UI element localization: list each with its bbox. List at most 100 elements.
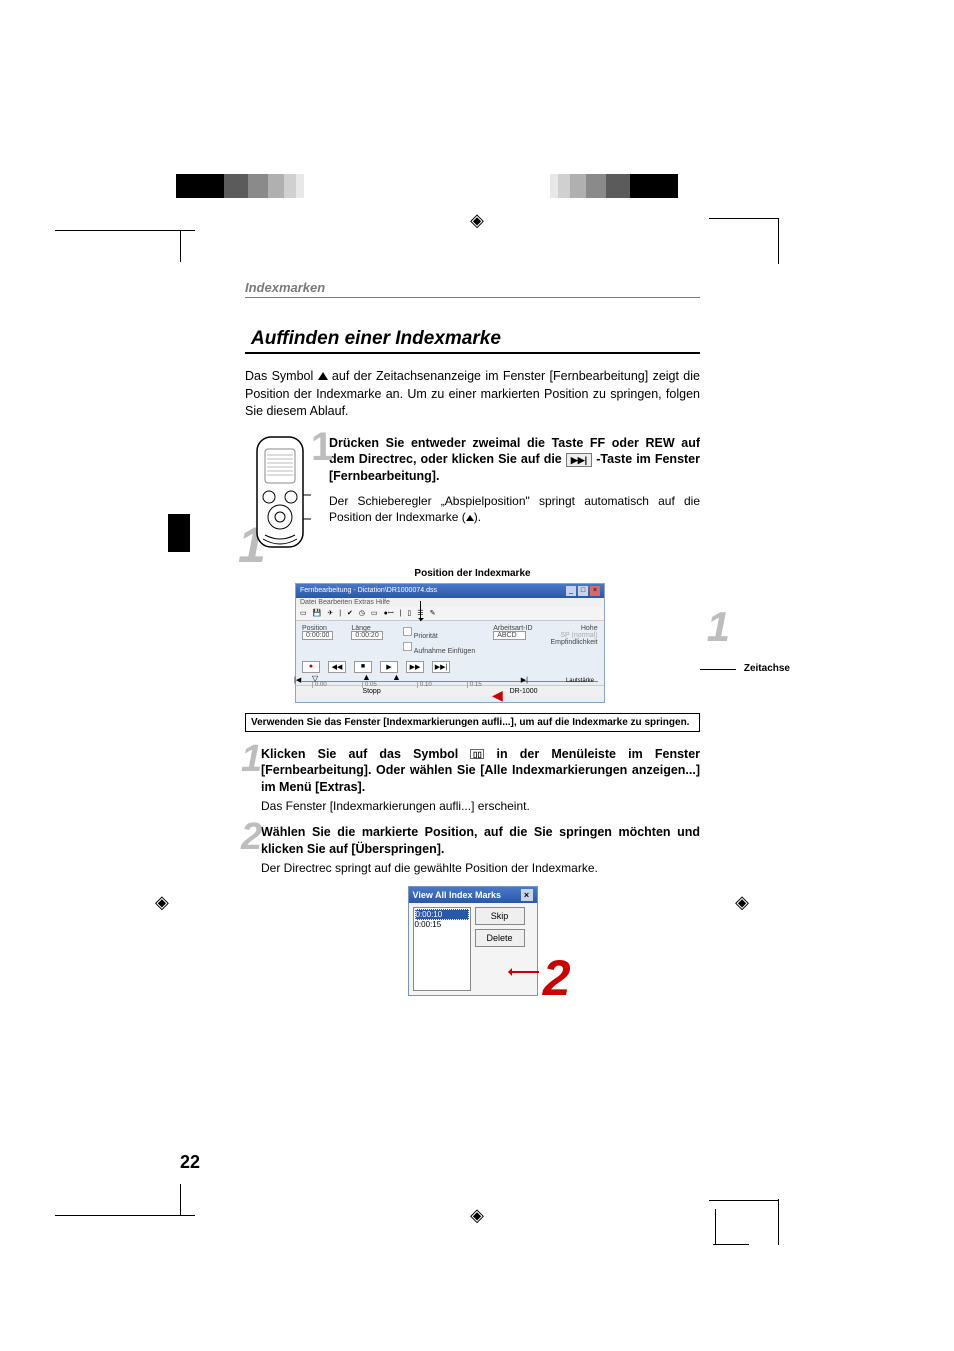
- crop-mark-icon: [709, 218, 779, 219]
- window-title: Fernbearbeitung - Dictation\DR1000074.ds…: [300, 587, 437, 594]
- index-marks-list[interactable]: 0:00:10 0:00:15: [413, 907, 471, 991]
- printer-square: [654, 174, 678, 198]
- crop-mark-icon: [715, 1209, 716, 1245]
- save-icon[interactable]: 💾: [313, 609, 322, 617]
- timeline-callout-label: Zeitachse: [744, 663, 790, 674]
- list-item[interactable]: 0:00:15: [415, 920, 469, 929]
- check-icon[interactable]: ✔: [347, 609, 353, 617]
- dialog-body: 0:00:10 0:00:15 Skip Delete: [409, 903, 537, 995]
- window-body: Position0:00:00 Länge0:00:20 PrioritätAu…: [296, 621, 604, 685]
- registration-mark-right-icon: ◈: [735, 892, 749, 913]
- timeline-start-icon[interactable]: |◀: [294, 676, 301, 684]
- intro-text: Das Symbol auf der Zeitachsenanzeige im …: [245, 368, 700, 421]
- next-track-button-icon: ▶▶|: [566, 453, 592, 467]
- index-marker-icon: ▲: [392, 672, 401, 682]
- card-icon[interactable]: ▭: [371, 609, 378, 617]
- insert-checkbox[interactable]: [403, 641, 412, 650]
- callout-line: [700, 669, 736, 670]
- rewind-button[interactable]: ◀◀: [328, 661, 346, 673]
- index-book-icon: ▯▯: [470, 749, 484, 759]
- printer-square: [606, 174, 630, 198]
- index-marker-icon: ▲: [362, 672, 371, 682]
- printer-square: [586, 174, 606, 198]
- val-worktype[interactable]: ABCD: [493, 631, 525, 640]
- t: ).: [474, 510, 481, 524]
- screenshot-1-wrap: Fernbearbeitung - Dictation\DR1000074.ds…: [245, 583, 700, 703]
- t: Der Schieberegler „Abspielposition" spri…: [329, 494, 700, 524]
- step-1-row: 1 Drücken Sie entweder zweimal die Taste…: [245, 435, 700, 560]
- registration-mark-bottom-icon: ◈: [470, 1205, 484, 1226]
- printer-square: [570, 174, 586, 198]
- rew-key-label: REW: [645, 436, 674, 450]
- page-number: 22: [180, 1152, 200, 1173]
- record-button[interactable]: ●: [302, 661, 320, 673]
- dialog-title-text: View All Index Marks: [413, 890, 502, 900]
- tool-icon[interactable]: ✎: [430, 609, 436, 617]
- crop-mark-icon: [180, 1184, 181, 1216]
- printer-square: [176, 174, 200, 198]
- lbl-insert: Aufnahme Einfügen: [414, 648, 476, 655]
- crop-mark-icon: [778, 218, 779, 264]
- remote-edit-window-screenshot: Fernbearbeitung - Dictation\DR1000074.ds…: [295, 583, 605, 703]
- volume-label: Lautstärke: [566, 678, 594, 684]
- ff-key-label: FF: [590, 436, 605, 450]
- window-buttons: _□×: [564, 586, 600, 596]
- red-arrow-icon: [509, 971, 539, 973]
- intro-pre: Das Symbol: [245, 369, 318, 383]
- dialog-titlebar: View All Index Marks ×: [409, 887, 537, 903]
- tick: 0.10: [417, 682, 432, 688]
- val-position: 0:00:00: [302, 631, 333, 640]
- big-red-step-number: 2: [543, 953, 571, 1003]
- step-1-body: Der Schieberegler „Abspielposition" spri…: [329, 493, 700, 525]
- send-icon[interactable]: ✈: [327, 609, 333, 617]
- skip-button[interactable]: Skip: [475, 907, 525, 925]
- alt-step-2-body: Der Directrec springt auf die gewählte P…: [245, 860, 700, 876]
- printer-square: [200, 174, 224, 198]
- val-length: 0:00:20: [351, 631, 382, 640]
- transport-controls: ● ◀◀ ■ ▶ ▶▶ ▶▶|: [302, 661, 598, 673]
- timeline[interactable]: |◀ ▽ ▲ ▲ 0.00 0.05 0.10 0.15 Lautstärke …: [302, 681, 598, 695]
- step-1-text: 1 Drücken Sie entweder zweimal die Taste…: [329, 435, 700, 560]
- close-icon[interactable]: ×: [590, 586, 600, 596]
- maximize-icon[interactable]: □: [578, 586, 588, 596]
- clock-icon[interactable]: ◷: [359, 609, 365, 617]
- tick: 0.15: [467, 682, 482, 688]
- screenshot-step-number: 1: [707, 603, 730, 651]
- lbl-sp: SP (normal): [560, 632, 597, 639]
- content-area: Indexmarken Auffinden einer Indexmarke D…: [245, 280, 700, 996]
- window-menubar[interactable]: Datei Bearbeiten Extras Hilfe: [296, 598, 604, 607]
- t: Drücken Sie entweder zweimal die Taste: [329, 436, 590, 450]
- printer-square: [284, 174, 296, 198]
- lbl-priority: Priorität: [414, 633, 438, 640]
- timeline-end-icon[interactable]: ▶|: [521, 676, 528, 684]
- field-labels: Position0:00:00 Länge0:00:20 PrioritätAu…: [302, 625, 598, 655]
- minimize-icon[interactable]: _: [566, 586, 576, 596]
- index-position-label: Position der Indexmarke: [245, 568, 700, 579]
- section-header: Indexmarken: [245, 280, 700, 298]
- ff-button[interactable]: ▶▶: [406, 661, 424, 673]
- new-icon[interactable]: ▭: [300, 609, 307, 617]
- lbl-empf: Empfindlichkeit: [551, 639, 598, 646]
- crop-mark-icon: [55, 230, 195, 262]
- page: ◈ ◈ ◈ ◈ 1 Indexmarken Auffinden einer In…: [0, 0, 954, 1351]
- boxed-note: Verwenden Sie das Fenster [Indexmarkieru…: [245, 713, 700, 732]
- mic-icon[interactable]: ●ꟷ: [384, 609, 394, 618]
- side-tab-marker: [168, 514, 190, 552]
- crop-mark-icon: [55, 1215, 195, 1216]
- view-all-index-marks-dialog: View All Index Marks × 0:00:10 0:00:15 S…: [408, 886, 538, 996]
- priority-checkbox[interactable]: [403, 626, 412, 635]
- crop-mark-icon: [778, 1199, 779, 1245]
- alt-step-1: 1 Klicken Sie auf das Symbol ▯▯ in der M…: [245, 746, 700, 815]
- book-icon[interactable]: ▯: [407, 609, 411, 617]
- dialog-wrap: View All Index Marks × 0:00:10 0:00:15 S…: [245, 886, 700, 996]
- next-button[interactable]: ▶▶|: [432, 661, 450, 673]
- alt-step-1-bold: Klicken Sie auf das Symbol ▯▯ in der Men…: [245, 746, 700, 797]
- registration-mark-top-icon: ◈: [470, 210, 484, 231]
- printer-square: [248, 174, 268, 198]
- tick: 0.05: [362, 682, 377, 688]
- crop-mark-icon: [713, 1244, 749, 1245]
- crop-mark-icon: [180, 230, 181, 262]
- close-icon[interactable]: ×: [521, 889, 533, 901]
- delete-button[interactable]: Delete: [475, 929, 525, 947]
- list-item[interactable]: 0:00:10: [415, 909, 469, 920]
